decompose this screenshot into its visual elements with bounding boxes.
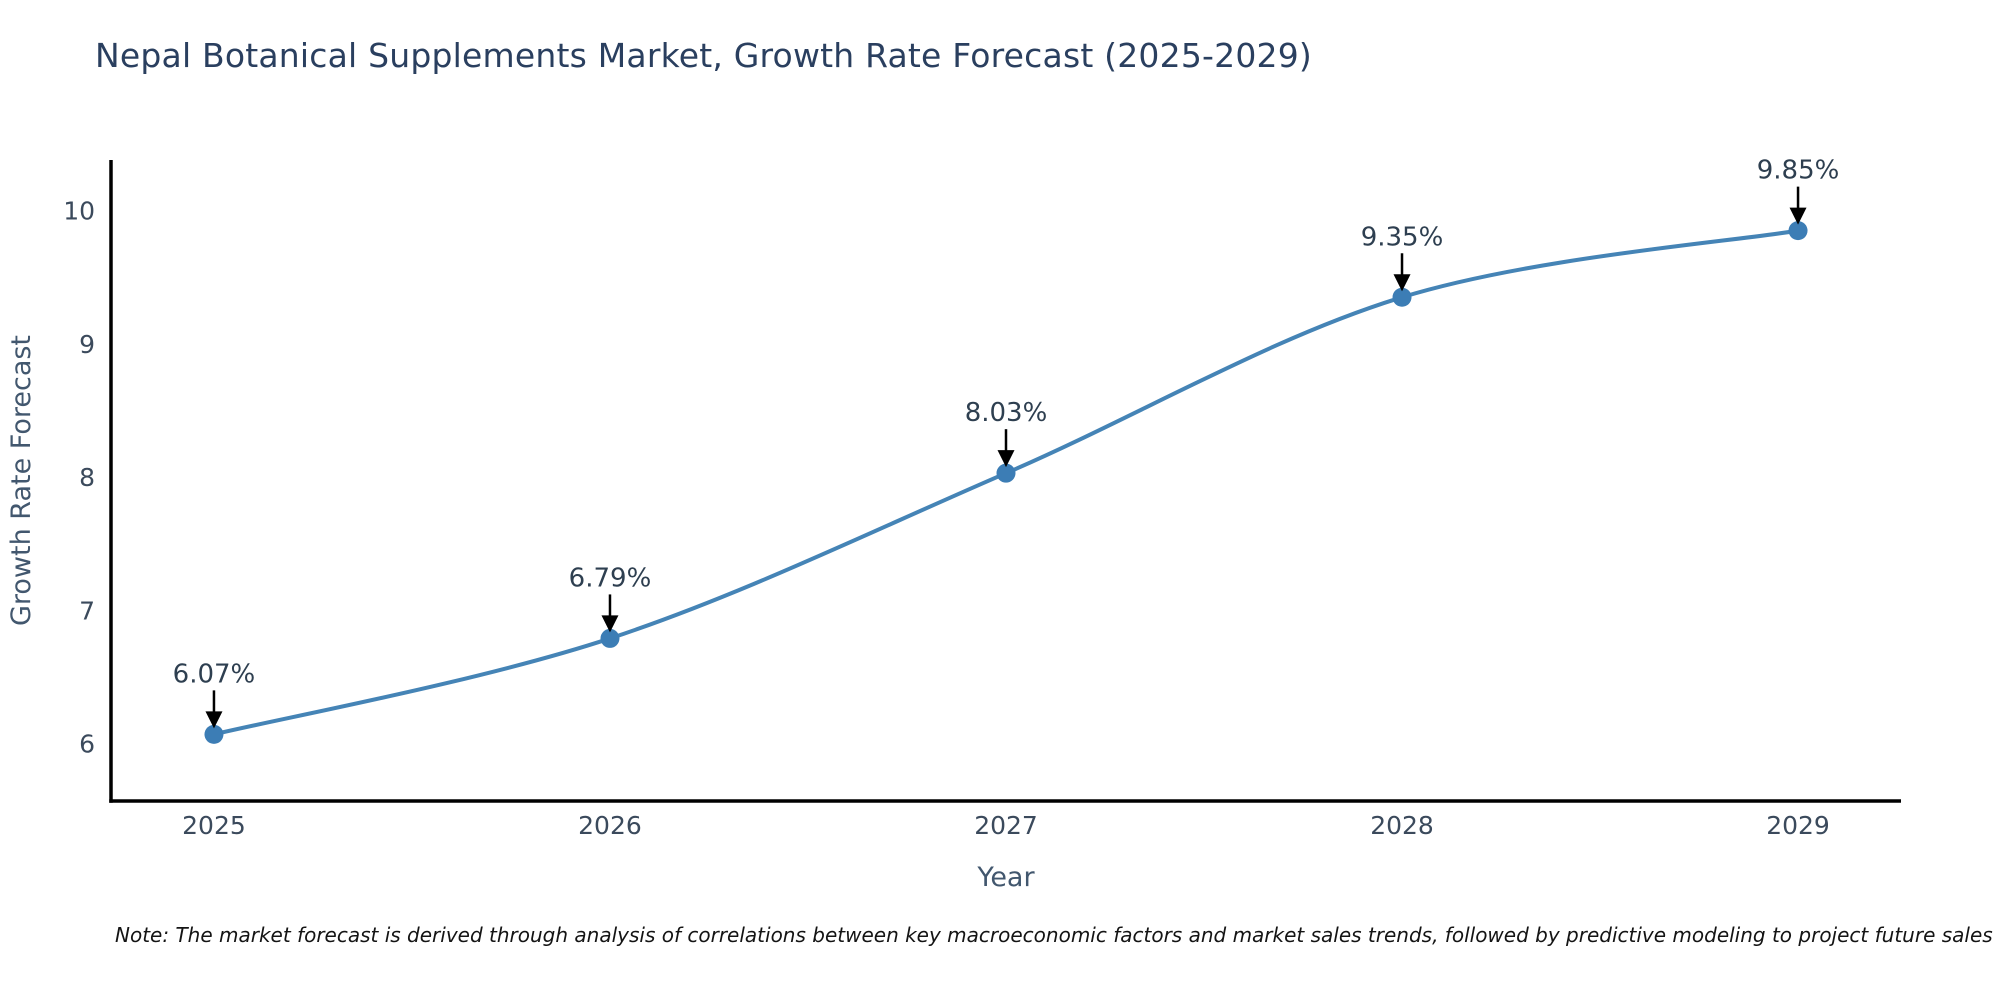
data-point bbox=[996, 463, 1016, 483]
chart-title: Nepal Botanical Supplements Market, Grow… bbox=[95, 36, 1312, 75]
annotation-arrow-head bbox=[601, 615, 619, 633]
point-value-label: 6.07% bbox=[173, 659, 256, 689]
x-tick-label: 2029 bbox=[1766, 811, 1830, 840]
x-tick-label: 2027 bbox=[974, 811, 1038, 840]
y-tick-label: 7 bbox=[79, 596, 95, 625]
chart-footnote: Note: The market forecast is derived thr… bbox=[115, 923, 1993, 947]
point-value-label: 6.79% bbox=[569, 563, 652, 593]
data-point bbox=[600, 628, 620, 648]
x-axis-title: Year bbox=[976, 862, 1035, 893]
point-value-label: 9.35% bbox=[1361, 222, 1444, 252]
y-tick-label: 9 bbox=[79, 330, 95, 359]
x-tick-label: 2028 bbox=[1370, 811, 1434, 840]
annotation-arrow-head bbox=[205, 711, 223, 729]
y-tick-label: 10 bbox=[63, 197, 95, 226]
data-point bbox=[204, 724, 224, 744]
x-tick-label: 2025 bbox=[182, 811, 246, 840]
annotation-arrow-head bbox=[1393, 274, 1411, 292]
y-tick-label: 6 bbox=[79, 730, 95, 759]
y-axis-title: Growth Rate Forecast bbox=[6, 335, 37, 626]
data-point bbox=[1788, 221, 1808, 241]
point-value-label: 9.85% bbox=[1757, 156, 1840, 186]
data-point bbox=[1392, 287, 1412, 307]
x-tick-label: 2026 bbox=[578, 811, 642, 840]
annotation-arrow-head bbox=[1789, 207, 1807, 225]
annotation-arrow-head bbox=[997, 450, 1015, 468]
point-value-label: 8.03% bbox=[965, 398, 1048, 428]
y-tick-label: 8 bbox=[79, 463, 95, 492]
